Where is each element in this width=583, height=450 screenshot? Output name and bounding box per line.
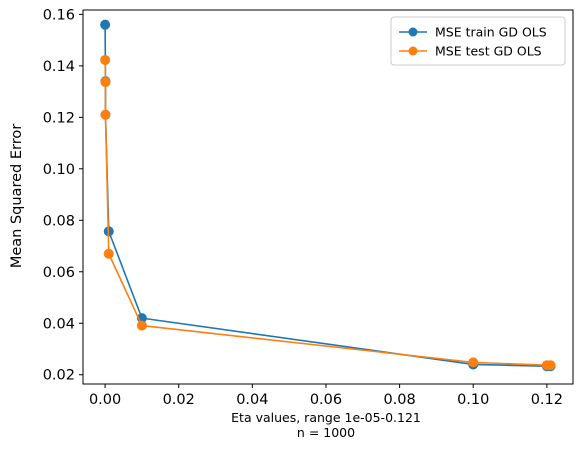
series-1-point	[100, 19, 111, 30]
series-2-point	[103, 248, 114, 259]
series-2-point	[545, 360, 556, 371]
x-tick-label: 0.12	[531, 392, 563, 408]
y-tick-label: 0.08	[43, 213, 75, 229]
legend-label-2: MSE test GD OLS	[435, 44, 542, 59]
legend-label-1: MSE train GD OLS	[435, 25, 547, 40]
axes-frame	[82, 9, 574, 385]
series-layer	[100, 19, 556, 372]
y-tick-label: 0.14	[43, 59, 75, 75]
plot-area-border	[82, 9, 574, 385]
x-axis-ticks: 0.00 0.02 0.04 0.06 0.08 0.10 0.12	[89, 384, 563, 408]
series-2-point	[100, 54, 111, 65]
y-tick-label: 0.16	[43, 7, 75, 23]
series-line-2	[104, 59, 551, 367]
x-tick-label: 0.04	[236, 392, 268, 408]
y-tick-label: 0.04	[43, 316, 75, 332]
y-tick-label: 0.02	[43, 368, 75, 384]
y-axis-label: Mean Squared Error	[9, 124, 25, 268]
y-tick-label: 0.06	[43, 265, 75, 281]
y-axis-ticks: 0.02 0.04 0.06 0.08 0.10 0.12 0.14 0.16	[43, 7, 83, 384]
x-tick-label: 0.10	[457, 392, 489, 408]
x-tick-label: 0.08	[383, 392, 415, 408]
series-2-point	[100, 109, 111, 120]
x-axis-label-line1: Eta values, range 1e-05-0.121	[231, 410, 421, 425]
series-2-point	[468, 357, 479, 368]
x-axis-label-line2: n = 1000	[297, 425, 355, 440]
series-2-point	[136, 320, 147, 331]
x-tick-label: 0.02	[163, 392, 195, 408]
x-tick-label: 0.00	[89, 392, 121, 408]
legend-marker-1	[408, 27, 418, 37]
legend-box	[390, 16, 566, 66]
series-2-point	[100, 77, 111, 88]
legend-marker-2	[408, 46, 418, 56]
y-tick-label: 0.12	[43, 110, 75, 126]
legend: MSE train GD OLS MSE test GD OLS	[390, 16, 566, 66]
x-tick-label: 0.06	[310, 392, 342, 408]
y-tick-label: 0.10	[43, 162, 75, 178]
series-line-1	[104, 24, 551, 368]
